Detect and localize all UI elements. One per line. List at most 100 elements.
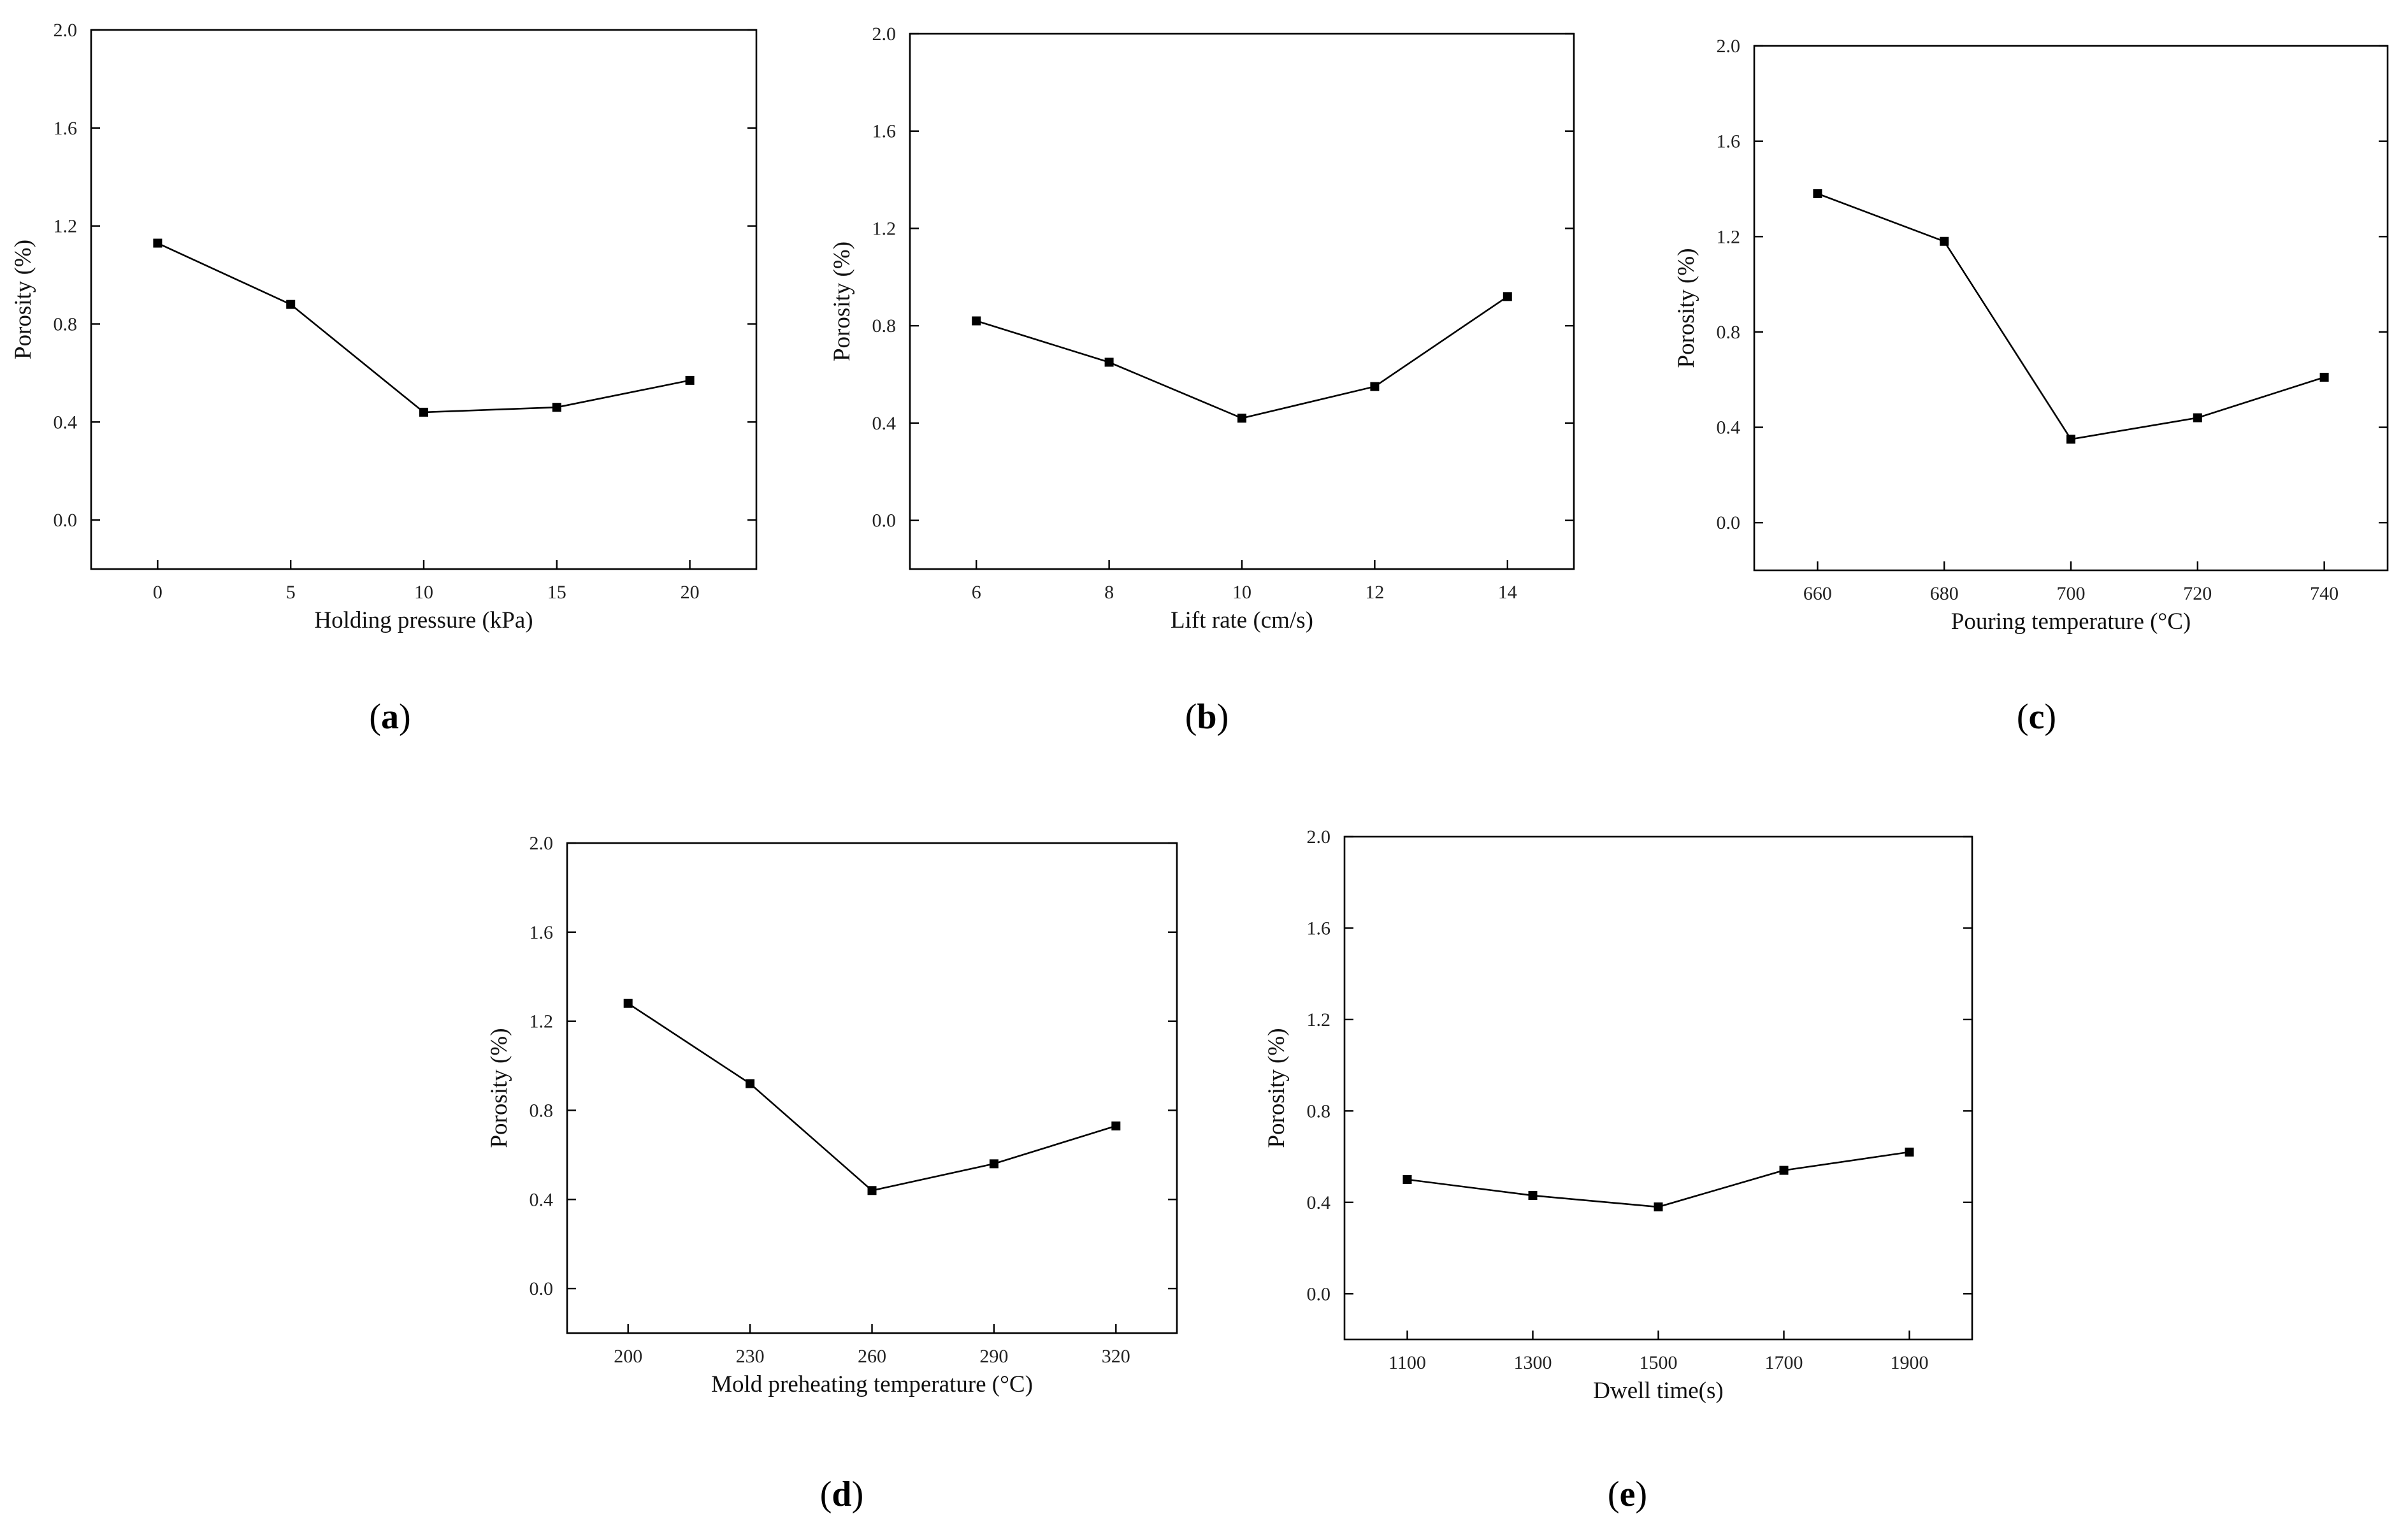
data-point: [1813, 189, 1822, 198]
y-tick-label: 0.4: [54, 412, 78, 433]
x-tick-label: 8: [1104, 582, 1114, 603]
data-point: [2193, 413, 2202, 422]
x-tick-label: 15: [547, 582, 566, 603]
x-tick-label: 5: [286, 582, 296, 603]
y-tick-label: 1.6: [530, 922, 554, 943]
y-tick-label: 0.4: [1307, 1192, 1331, 1213]
x-tick-label: 1900: [1891, 1352, 1929, 1373]
panel-label: (a): [369, 697, 410, 737]
plot-frame: [90, 29, 758, 570]
y-axis-title: Porosity (%): [829, 242, 855, 361]
y-tick-label: 2.0: [1307, 826, 1331, 848]
data-point: [1940, 236, 1949, 246]
y-tick-label: 0.4: [530, 1189, 554, 1210]
x-tick-label: 680: [1930, 583, 1959, 604]
series-line: [627, 1002, 1116, 1192]
plot-frame: [1753, 45, 2389, 572]
data-point: [2319, 372, 2329, 382]
data-point: [1654, 1202, 1663, 1211]
y-tick-label: 1.6: [1717, 131, 1741, 152]
x-tick-label: 12: [1365, 582, 1384, 603]
data-point: [1528, 1191, 1538, 1201]
y-tick-label: 0.0: [1307, 1283, 1331, 1304]
series-line: [157, 242, 690, 414]
data-point: [746, 1079, 755, 1088]
chart-panel-c: 0.0 0.4 0.8 1.2 1.6 2.0 660 680 700 720 740 Pouring…: [1673, 36, 2389, 737]
y-tick-label: 0.8: [54, 314, 78, 335]
x-tick-label: 1100: [1388, 1352, 1426, 1373]
data-point: [685, 375, 695, 385]
x-tick-label: 20: [681, 582, 700, 603]
y-tick-label: 0.0: [1717, 512, 1741, 533]
panel-letter: c: [2029, 697, 2045, 737]
data-point: [972, 316, 981, 326]
data-point: [1905, 1147, 1914, 1157]
y-tick-label: 1.6: [54, 118, 78, 139]
data-point: [867, 1186, 877, 1195]
data-point: [1111, 1121, 1121, 1130]
series-line: [1817, 192, 2325, 440]
x-tick-label: 14: [1498, 582, 1517, 603]
y-tick-label: 0.0: [530, 1278, 554, 1299]
panel-label: (b): [1185, 697, 1229, 737]
plot-frame: [566, 842, 1178, 1334]
x-tick-label: 1700: [1765, 1352, 1803, 1373]
chart-panel-a: 0.0 0.4 0.8 1.2 1.6 2.0 0 5 10 15 20 Holding pressu…: [10, 20, 758, 737]
y-axis-title: Porosity (%): [1673, 248, 1699, 368]
data-point: [552, 403, 561, 412]
x-tick-label: 200: [614, 1346, 642, 1367]
panel-label: (c): [2017, 697, 2056, 737]
x-tick-label: 660: [1803, 583, 1832, 604]
x-tick-label: 10: [1232, 582, 1251, 603]
x-tick-label: 320: [1102, 1346, 1130, 1367]
y-tick-label: 1.2: [1307, 1009, 1331, 1030]
data-point: [1779, 1165, 1789, 1175]
x-tick-label: 260: [858, 1346, 886, 1367]
y-axis-title: Porosity (%): [486, 1028, 512, 1148]
series-line: [1407, 1151, 1910, 1208]
data-point: [1237, 414, 1246, 423]
y-tick-label: 2.0: [1717, 36, 1741, 57]
y-axis-title: Porosity (%): [1264, 1028, 1290, 1148]
y-tick-label: 1.2: [530, 1011, 554, 1032]
panel-label: (d): [820, 1475, 863, 1514]
plot-frame: [1343, 835, 1973, 1341]
chart-panel-d: 0.0 0.4 0.8 1.2 1.6 2.0 200 230 260 290 320 Mold pr…: [486, 833, 1178, 1514]
data-point: [153, 238, 162, 248]
panel-letter: d: [832, 1475, 851, 1514]
x-axis-title: Lift rate (cm/s): [1171, 607, 1313, 633]
y-tick-label: 0.0: [872, 510, 897, 531]
data-point: [623, 999, 633, 1008]
series-line: [976, 296, 1508, 419]
x-tick-label: 1500: [1640, 1352, 1678, 1373]
y-tick-label: 0.4: [872, 413, 897, 434]
data-point: [1370, 382, 1380, 391]
y-tick-label: 1.6: [872, 121, 897, 142]
y-tick-label: 0.0: [54, 510, 78, 531]
data-point: [2066, 435, 2075, 444]
x-tick-label: 700: [2057, 583, 2086, 604]
panel-label: (e): [1608, 1475, 1647, 1514]
plot-frame: [909, 32, 1575, 570]
y-tick-label: 0.4: [1717, 417, 1741, 438]
x-tick-label: 230: [736, 1346, 765, 1367]
x-tick-label: 0: [153, 582, 162, 603]
x-tick-label: 720: [2183, 583, 2212, 604]
panel-letter: e: [1620, 1475, 1636, 1514]
y-tick-label: 0.8: [1717, 322, 1741, 343]
data-point: [286, 299, 296, 309]
y-tick-label: 2.0: [872, 24, 897, 45]
y-tick-label: 1.6: [1307, 918, 1331, 939]
chart-panel-b: 0.0 0.4 0.8 1.2 1.6 2.0 6 8 10 12 14 Lift rate (cm/…: [829, 24, 1575, 737]
y-tick-label: 1.2: [54, 216, 78, 237]
x-axis-title: Holding pressure (kPa): [314, 607, 533, 633]
data-point: [1402, 1174, 1412, 1184]
x-axis-title: Dwell time(s): [1593, 1378, 1723, 1404]
x-tick-label: 1300: [1514, 1352, 1552, 1373]
panel-letter: a: [381, 697, 399, 737]
data-point: [419, 407, 428, 417]
y-tick-label: 1.2: [872, 218, 897, 239]
y-tick-label: 0.8: [1307, 1100, 1331, 1122]
y-tick-label: 0.8: [530, 1100, 554, 1121]
chart-panel-e: 0.0 0.4 0.8 1.2 1.6 2.0 1100 1300 1500 1700 1900 Dw…: [1264, 826, 1973, 1514]
